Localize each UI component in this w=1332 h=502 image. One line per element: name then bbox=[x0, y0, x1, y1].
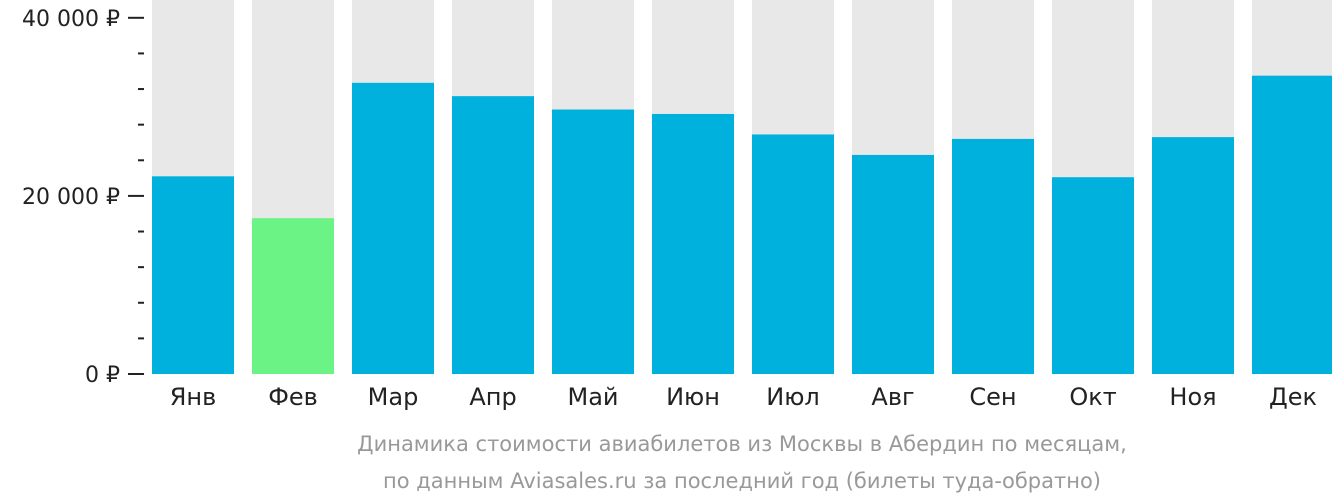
x-tick-label: Июл bbox=[766, 383, 820, 411]
y-axis: 0 ₽ 20 000 ₽ 40 000 ₽ bbox=[22, 7, 144, 388]
caption-line-2: по данным Aviasales.ru за последний год … bbox=[383, 469, 1101, 493]
x-tick-label: Ноя bbox=[1169, 383, 1216, 411]
y-tick-label: 0 ₽ bbox=[85, 363, 120, 388]
x-tick-label: Июн bbox=[666, 383, 720, 411]
x-tick-label: Окт bbox=[1069, 383, 1116, 411]
x-tick-label: Дек bbox=[1269, 383, 1317, 411]
bar-10[interactable] bbox=[1052, 177, 1134, 374]
y-tick-label: 40 000 ₽ bbox=[22, 7, 120, 32]
caption-line-1: Динамика стоимости авиабилетов из Москвы… bbox=[357, 432, 1127, 456]
x-tick-label: Янв bbox=[170, 383, 217, 411]
x-tick-label: Сен bbox=[969, 383, 1016, 411]
x-axis-labels: Янв Фев Мар Апр Май Июн Июл Авг Сен Окт Ноя Дек bbox=[170, 383, 1317, 411]
bar-2[interactable] bbox=[252, 218, 334, 374]
x-tick-label: Май bbox=[567, 383, 618, 411]
bar-5[interactable] bbox=[552, 109, 634, 375]
x-tick-label: Мар bbox=[368, 383, 419, 411]
bar-6[interactable] bbox=[652, 113, 734, 374]
bar-1[interactable] bbox=[152, 176, 234, 374]
bars bbox=[152, 75, 1332, 375]
x-tick-label: Апр bbox=[469, 383, 516, 411]
bar-3[interactable] bbox=[352, 82, 434, 375]
bar-12[interactable] bbox=[1252, 75, 1332, 374]
bar-8[interactable] bbox=[852, 154, 934, 374]
x-tick-label: Фев bbox=[268, 383, 318, 411]
bar-4[interactable] bbox=[452, 96, 534, 375]
bar-7[interactable] bbox=[752, 134, 834, 374]
y-tick-label: 20 000 ₽ bbox=[22, 185, 120, 210]
x-tick-label: Авг bbox=[871, 383, 914, 411]
chart-caption: Динамика стоимости авиабилетов из Москвы… bbox=[357, 432, 1127, 493]
bar-9[interactable] bbox=[952, 138, 1034, 374]
bar-11[interactable] bbox=[1152, 137, 1234, 374]
